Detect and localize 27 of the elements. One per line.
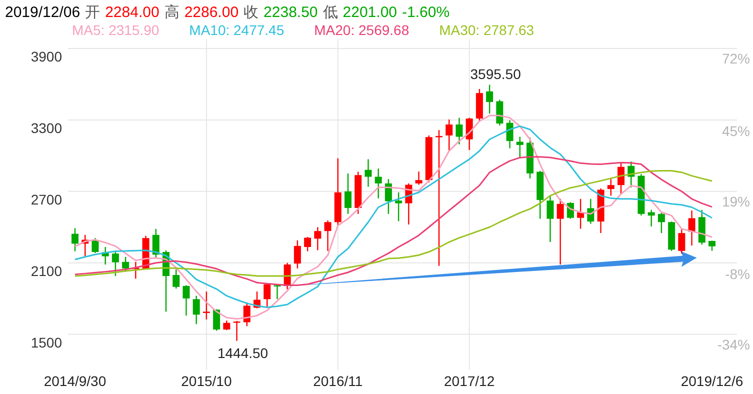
y-tick-label: 2700 <box>30 191 62 208</box>
x-tick-label: 2016/11 <box>313 373 363 389</box>
text: 高 <box>164 4 180 21</box>
y-tick-label: 3900 <box>30 48 62 65</box>
y2-tick-label: -8% <box>725 266 750 282</box>
x-tick-label: 2017/12 <box>444 373 495 389</box>
text: 2284.00 <box>105 4 160 21</box>
annotation: 1444.50 <box>217 344 268 361</box>
text: 开 <box>85 4 100 21</box>
text: 收 <box>244 4 259 21</box>
y2-tick-label: 45% <box>722 123 750 140</box>
text: 2286.00 <box>184 4 239 21</box>
annotation: 3595.50 <box>470 66 522 82</box>
y2-tick-label: 19% <box>722 193 750 210</box>
y-tick-label: 1500 <box>30 334 62 350</box>
text: 2201.00 <box>342 4 398 21</box>
text: 低 <box>322 4 338 21</box>
y-tick-label: 2100 <box>30 262 62 279</box>
text: 2238.50 <box>264 4 318 21</box>
x-tick-label: 2019/12/6 <box>680 373 744 389</box>
y-tick-label: 3300 <box>30 120 62 136</box>
text: -1.60% <box>402 4 450 21</box>
x-tick-label: 2014/9/30 <box>44 373 106 389</box>
x-tick-label: 2015/10 <box>181 373 232 389</box>
text: 2019/12/06 <box>5 4 80 21</box>
y2-tick-label: -34% <box>717 336 750 352</box>
y2-tick-label: 72% <box>722 50 750 66</box>
